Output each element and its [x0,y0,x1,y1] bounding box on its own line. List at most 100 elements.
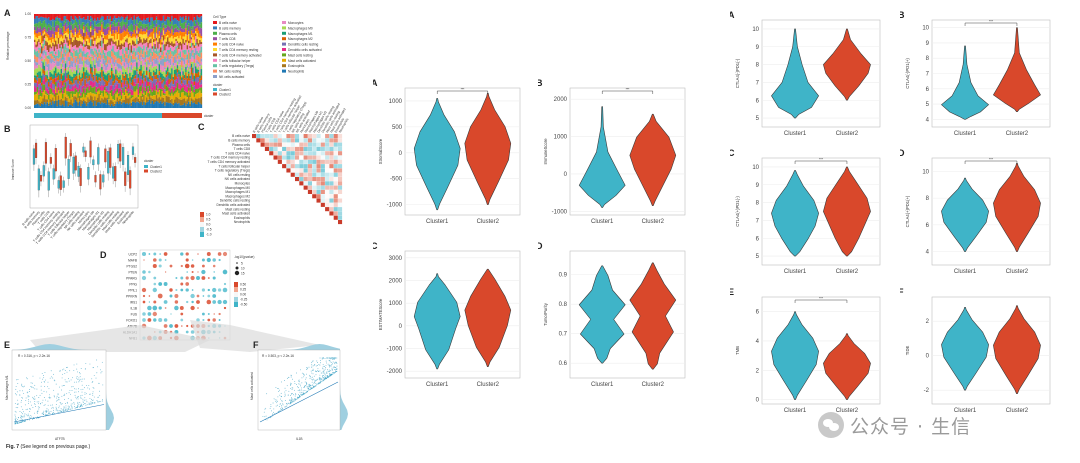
stacked-bar-segment [60,41,63,45]
stacked-bar-segment [91,96,93,103]
stacked-bar-segment [199,103,201,108]
stacked-bar-segment [81,61,84,65]
dotplot-dot [186,324,189,328]
stacked-bar-segment [134,83,137,86]
stacked-bar-segment [94,18,96,22]
stacked-bar-segment [140,60,142,65]
scatter-point [305,385,307,387]
stacked-bar-segment [36,86,39,93]
dotplot-dot [201,264,205,268]
stacked-bar-segment [147,36,149,39]
stacked-bar-segment [185,34,187,40]
stacked-bar-segment [95,92,98,95]
scatter-point [331,369,333,371]
stacked-bar-segment [158,31,161,36]
stacked-bar-segment [39,106,42,108]
dotplot-dot [217,252,222,256]
stacked-bar-segment [39,83,42,88]
stacked-bar-segment [115,94,117,102]
stacked-bar-segment [102,38,105,44]
scatter-point [300,389,302,391]
stacked-bar-segment [137,67,140,74]
stacked-bar-segment [146,80,148,87]
stacked-bar-segment [129,63,131,67]
scatter-point [31,404,32,406]
dotplot-dot [163,300,168,304]
stacked-bar-segment [200,42,203,45]
stacked-bar-segment [141,97,144,100]
stacked-bar-segment [148,14,151,22]
stacked-bar-segment [45,94,47,100]
boxplot-box [129,170,132,189]
stacked-bar-segment [91,102,93,108]
correlation-cell [307,177,312,182]
stacked-bar-segment [90,64,92,69]
stacked-bar-segment [178,69,180,75]
stacked-bar-segment [199,57,201,64]
stacked-bar-segment [81,64,84,67]
stacked-bar-segment [154,32,156,39]
stacked-bar-segment [144,34,147,40]
stacked-bar-segment [155,57,158,64]
scatter-point [310,389,312,390]
stacked-bar-segment [183,59,186,65]
scatter-point [37,410,39,412]
stacked-bar-segment [179,99,182,106]
stacked-bar-segment [179,105,182,108]
stacked-bar-segment [36,41,39,47]
stacked-bar-segment [126,87,128,92]
stacked-bar-segment [181,74,183,78]
scatter-point [37,403,39,405]
stacked-bar-segment [132,44,134,51]
stacked-bar-segment [144,14,147,21]
stacked-bar-segment [78,14,81,17]
stacked-bar-segment [176,47,179,56]
scatter-point [34,403,36,405]
stacked-bar-segment [83,51,85,57]
stacked-bar-segment [84,41,86,45]
stacked-bar-segment [99,55,102,60]
stacked-bar-segment [102,14,105,17]
stacked-bar-segment [179,97,182,100]
violin-ytick-label: 8 [926,56,930,62]
scatter-point [43,412,44,414]
boxplot-box [92,159,95,166]
scatter-point [322,363,324,365]
scatter-point [43,405,45,407]
stacked-bar-segment [151,20,154,29]
stacked-bar-segment [106,63,109,67]
stacked-bar-segment [45,55,47,62]
stacked-bar-segment [200,35,203,39]
stacked-bar-segment [127,29,130,33]
stacked-bar-segment [53,31,56,39]
stacked-bar-segment [158,38,161,44]
scatter-point [63,395,65,397]
stacked-bar-segment [197,64,200,67]
stacked-bar-segment [134,91,137,98]
correlation-cell [282,134,286,138]
scatter-point [308,389,310,391]
stacked-bar-segment [119,101,121,108]
stacked-bar-segment [129,42,131,45]
stacked-bar-segment [36,26,39,34]
boxplot-box [34,142,38,158]
dotplot-dot [218,319,221,321]
stacked-bar-segment [48,79,50,82]
stacked-bar-segment [188,34,190,41]
stacked-bar-segment [148,48,151,57]
stacked-bar-segment [105,104,107,108]
stacked-bar-segment [80,33,82,38]
stacked-bar-segment [53,96,56,101]
stacked-bar-segment [165,27,168,33]
correlation-cell [277,142,282,147]
stacked-bar-segment [181,14,183,18]
scatter-point [321,358,323,360]
stacked-bar-segment [77,83,79,89]
scatter-point [298,379,300,381]
cell-type-swatch [282,37,286,41]
scatter-point [36,388,38,390]
stacked-bar-segment [92,51,95,56]
stacked-bar-segment [94,59,96,65]
stacked-bar-segment [116,58,119,64]
